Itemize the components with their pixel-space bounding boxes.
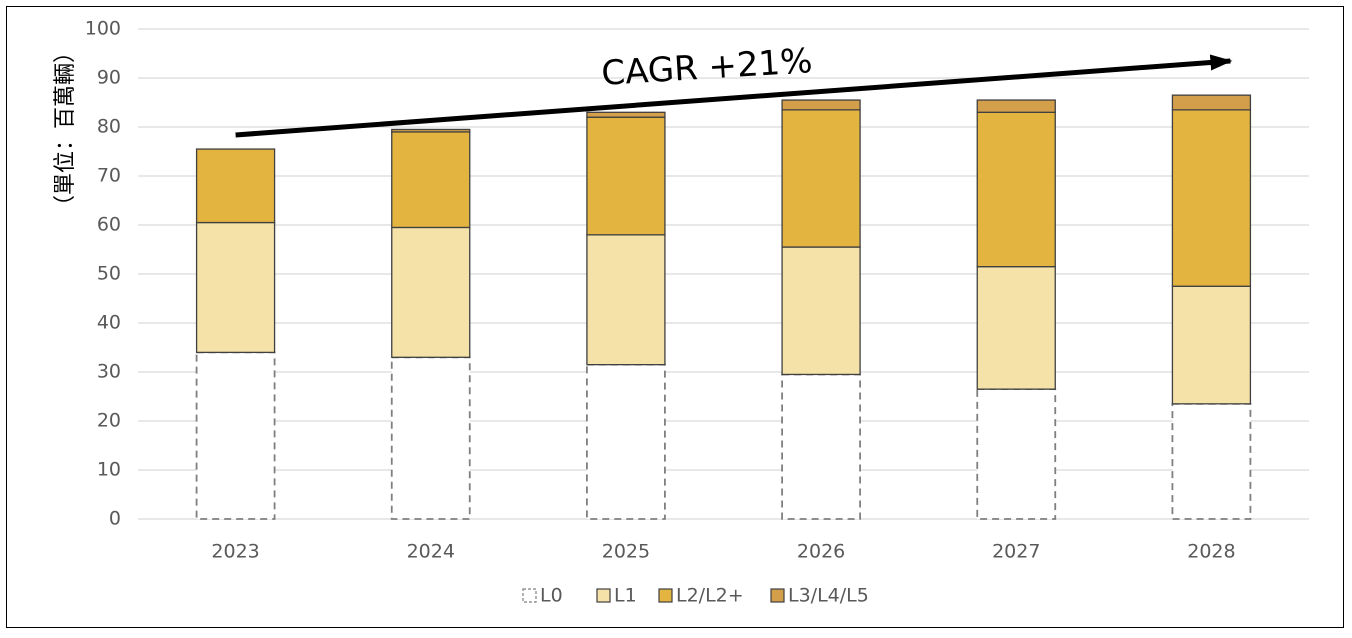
- y-tick-label: 100: [85, 18, 121, 40]
- legend-label: L2/L2+: [676, 585, 744, 607]
- y-tick-label: 0: [109, 508, 121, 530]
- bar-l3-l4-l5-2025: [586, 111, 666, 118]
- bar-l1-2026: [781, 246, 861, 376]
- cagr-trend-arrow: [235, 54, 1233, 138]
- x-tick-label: 2023: [211, 541, 259, 563]
- y-tick-label: 70: [97, 165, 121, 187]
- x-tick-label: 2024: [407, 541, 455, 563]
- bar-l0-2024: [390, 356, 471, 520]
- legend-swatch-l0: [522, 588, 537, 603]
- y-tick-label: 30: [97, 361, 121, 383]
- y-tick-label: 40: [97, 312, 121, 334]
- chart-frame: 0 10 20 30 40 50 60 70 80 90 100 2023 2024 2025 2026 2…: [6, 6, 1344, 628]
- legend-swatch-l3-l4-l5: [770, 588, 785, 603]
- legend-label: L1: [614, 585, 637, 607]
- y-tick-label: 20: [97, 410, 121, 432]
- bar-l3-l4-l5-2024: [391, 128, 471, 133]
- bar-l0-2028: [1171, 402, 1252, 520]
- bars: [195, 94, 1252, 520]
- gridlines: [138, 28, 1309, 520]
- bar-l3-l4-l5-2027: [976, 99, 1056, 113]
- bar-l1-2028: [1171, 285, 1252, 405]
- bar-l2-l2--2023: [195, 148, 276, 224]
- y-axis-ticks: 0 10 20 30 40 50 60 70 80 90 100: [85, 18, 121, 530]
- legend-label: L0: [540, 585, 563, 607]
- bar-l2-l2--2027: [976, 111, 1056, 268]
- bar-l0-2023: [195, 351, 276, 520]
- y-tick-label: 60: [97, 214, 121, 236]
- bar-l1-2025: [586, 234, 666, 366]
- y-axis-label: （單位：百萬輛）: [53, 41, 78, 217]
- bar-l1-2023: [195, 221, 276, 354]
- bar-l2-l2--2024: [391, 131, 471, 229]
- bar-l3-l4-l5-2026: [781, 99, 861, 111]
- cagr-annotation: CAGR +21%: [600, 41, 813, 94]
- bar-l2-l2--2026: [781, 109, 861, 248]
- legend: L0 L1 L2/L2+ L3/L4/L5: [522, 585, 869, 607]
- bar-l1-2024: [391, 226, 471, 358]
- legend-swatch-l1: [596, 588, 611, 603]
- x-tick-label: 2026: [797, 541, 845, 563]
- y-tick-label: 10: [97, 459, 121, 481]
- bar-l0-2026: [781, 373, 861, 520]
- bar-l2-l2--2025: [586, 116, 666, 236]
- bar-l2-l2--2028: [1171, 109, 1252, 287]
- x-tick-label: 2028: [1187, 541, 1235, 563]
- bar-l0-2027: [976, 388, 1057, 520]
- bar-l1-2027: [976, 265, 1056, 390]
- bar-l3-l4-l5-2028: [1171, 94, 1252, 111]
- x-axis-ticks: 2023 2024 2025 2026 2027 2028: [211, 541, 1235, 563]
- y-tick-label: 90: [97, 67, 121, 89]
- y-tick-label: 80: [97, 116, 121, 138]
- x-tick-label: 2025: [602, 541, 650, 563]
- legend-swatch-l2-l2-: [658, 588, 673, 603]
- bar-l0-2025: [586, 363, 666, 520]
- y-tick-label: 50: [97, 263, 121, 285]
- legend-label: L3/L4/L5: [788, 585, 869, 607]
- x-tick-label: 2027: [992, 541, 1040, 563]
